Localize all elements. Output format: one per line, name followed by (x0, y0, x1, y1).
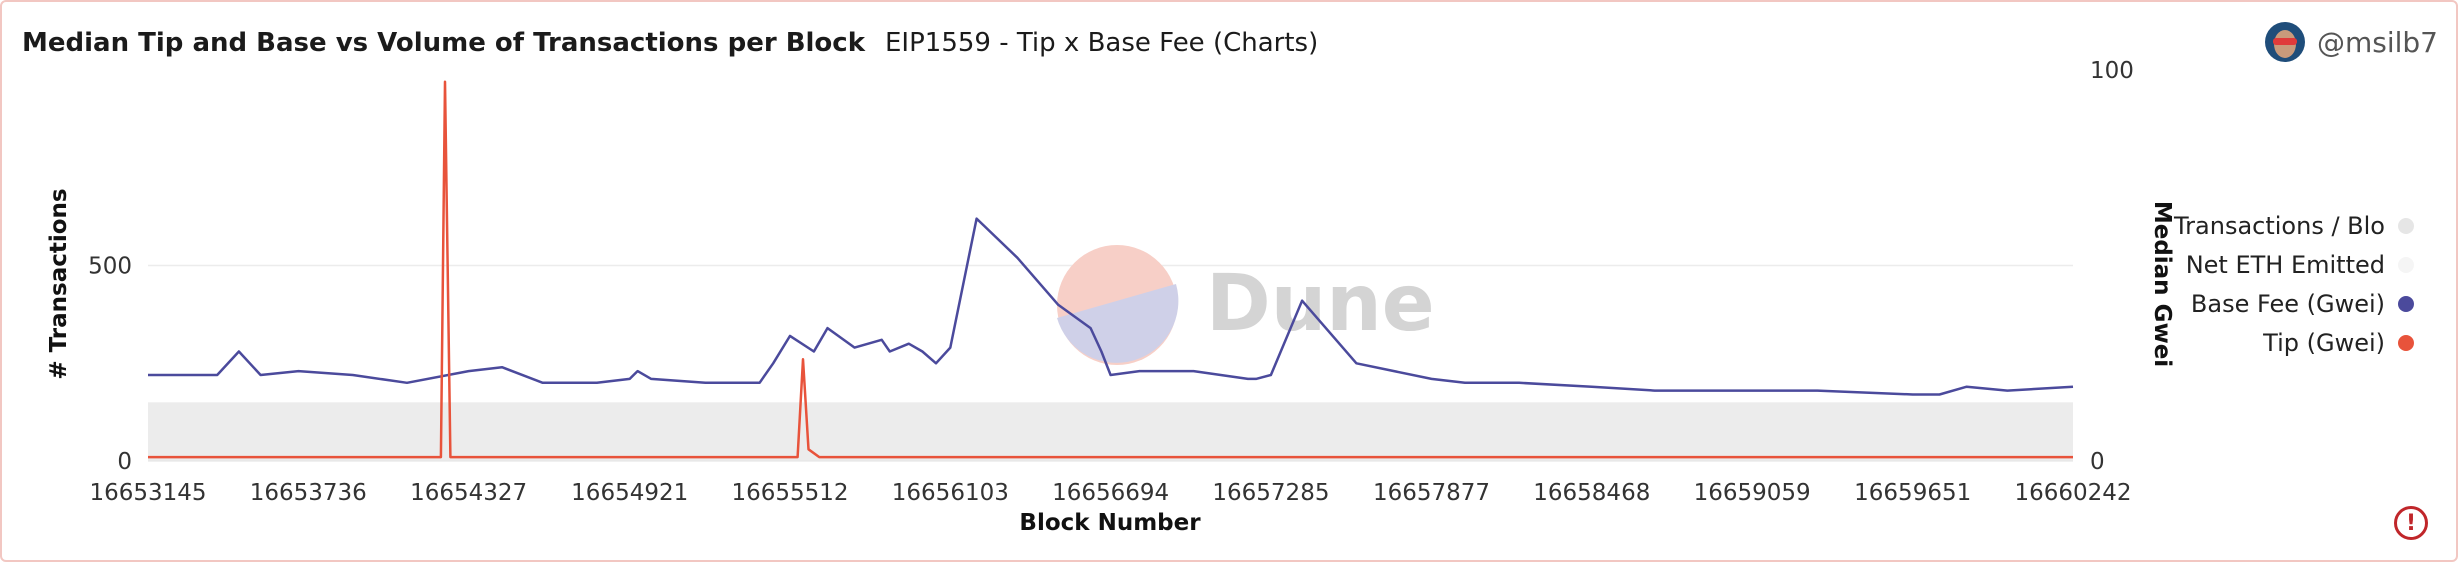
x-tick-label: 16656694 (1052, 480, 1169, 506)
legend-label: Tip (Gwei) (2262, 329, 2385, 357)
y-left-tick-label: 0 (117, 449, 132, 475)
y-right-tick-label: 100 (2090, 58, 2134, 84)
exclamation-circle-icon[interactable]: ! (2394, 506, 2428, 540)
y-left-tick-label: 500 (88, 254, 132, 280)
author-badge[interactable]: @msilb7 (2264, 20, 2438, 64)
series-line-2 (148, 217, 2074, 396)
chart-header: Median Tip and Base vs Volume of Transac… (22, 22, 1318, 64)
watermark-text: Dune (1206, 259, 1435, 349)
x-axis-ticks: 16653145 16653736 16654327 16654921 16655512… (89, 480, 2131, 506)
x-tick-label: 16657877 (1373, 480, 1490, 506)
x-tick-label: 16658468 (1533, 480, 1650, 506)
x-tick-label: 16656103 (892, 480, 1009, 506)
x-tick-label: 16653145 (89, 480, 206, 506)
user-avatar-icon[interactable] (2264, 22, 2305, 62)
series-lines (148, 80, 2074, 459)
legend-marker (2398, 257, 2414, 273)
watermark: Dune (1057, 245, 1435, 365)
legend-label: Net ETH Emitted (2186, 251, 2385, 279)
x-tick-label: 16660242 (2014, 480, 2131, 506)
legend-label: Base Fee (Gwei) (2191, 290, 2385, 318)
dashboard-subtitle[interactable]: EIP1559 - Tip x Base Fee (Charts) (885, 28, 1319, 58)
y-right-tick-label: 0 (2090, 449, 2105, 475)
x-tick-label: 16659059 (1694, 480, 1811, 506)
tx-volume-band (148, 402, 2073, 461)
legend-marker (2398, 335, 2414, 351)
x-tick-label: 16655512 (731, 480, 848, 506)
x-axis-label: Block Number (1019, 510, 1201, 536)
legend: Transactions / Blo Net ETH Emitted Base Fe… (2173, 212, 2414, 357)
legend-label: Transactions / Blo (2173, 212, 2385, 240)
y-right-axis-label: Median Gwei (2149, 201, 2175, 367)
x-tick-label: 16654921 (571, 480, 688, 506)
legend-marker (2398, 218, 2414, 234)
x-tick-label: 16654327 (410, 480, 527, 506)
tx-volume-area (148, 402, 2073, 461)
x-tick-label: 16653736 (250, 480, 367, 506)
y-right-ticks: 0 100 (2090, 58, 2134, 475)
series-line-3 (148, 80, 2073, 459)
chart-title: Median Tip and Base vs Volume of Transac… (22, 28, 865, 58)
x-tick-label: 16657285 (1212, 480, 1329, 506)
legend-marker (2398, 296, 2414, 312)
x-tick-label: 16659651 (1854, 480, 1971, 506)
watermark-logo-shade (1057, 284, 1179, 363)
y-left-axis-label: # Transactions (46, 188, 72, 379)
author-handle[interactable]: @msilb7 (2316, 25, 2438, 59)
y-left-ticks: 0 500 (88, 254, 132, 476)
